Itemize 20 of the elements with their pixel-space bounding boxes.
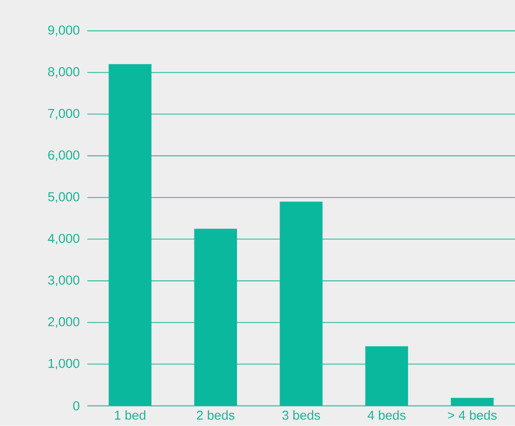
bar [365, 346, 408, 406]
bar [450, 398, 494, 406]
y-tick-label: 5,000 [48, 192, 80, 203]
y-tick-label: 1,000 [48, 358, 80, 370]
y-tick-label: 2,000 [48, 317, 80, 328]
x-tick-label: 1 bed [114, 410, 146, 420]
y-tick-label: 7,000 [48, 108, 80, 120]
bar [280, 202, 323, 406]
bar [194, 228, 237, 406]
y-tick-label: 9,000 [48, 26, 80, 36]
x-tick-label: 4 beds [368, 410, 406, 420]
y-tick-label: 3,000 [48, 276, 80, 286]
y-tick-label: 0 [73, 401, 80, 411]
x-tick-label: 3 beds [282, 410, 320, 420]
y-tick-label: 6,000 [48, 150, 80, 162]
y-tick-label: 8,000 [48, 67, 80, 78]
x-tick-label: > 4 beds [448, 410, 497, 420]
x-tick-label: 2 beds [196, 410, 234, 420]
bar [108, 64, 152, 406]
y-tick-label: 4,000 [48, 234, 80, 245]
